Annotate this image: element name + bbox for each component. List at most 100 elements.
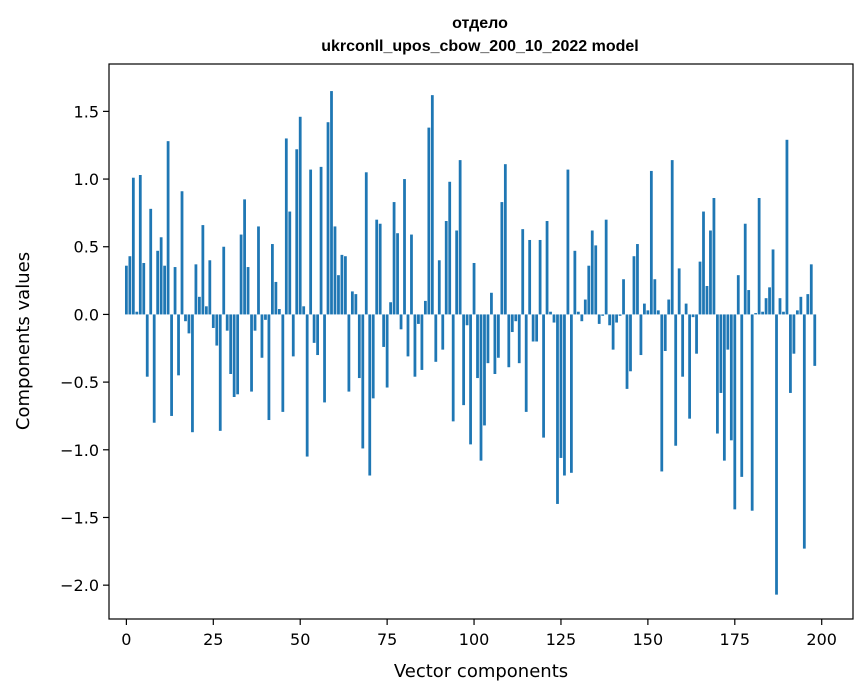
x-tick-label: 175 — [720, 630, 751, 649]
bar-98 — [465, 314, 469, 326]
bar-37 — [253, 314, 257, 331]
bar-141 — [615, 314, 618, 323]
bar-146 — [632, 256, 636, 315]
bar-125 — [559, 314, 563, 458]
bar-163 — [691, 314, 695, 318]
bar-94 — [451, 314, 455, 422]
bar-155 — [663, 314, 667, 351]
bar-103 — [483, 314, 486, 426]
bar-65 — [350, 291, 354, 315]
bar-112 — [514, 314, 518, 322]
bar-91 — [441, 314, 445, 350]
bar-2 — [131, 177, 135, 315]
bar-48 — [291, 314, 295, 357]
bar-181 — [754, 313, 758, 315]
bar-185 — [768, 287, 771, 315]
bar-171 — [719, 314, 723, 393]
bar-43 — [274, 281, 278, 315]
bar-187 — [775, 314, 778, 595]
bar-57 — [323, 314, 326, 403]
y-tick-label: 0.5 — [74, 238, 99, 257]
bar-19 — [191, 314, 194, 433]
bar-133 — [587, 265, 591, 315]
bar-88 — [430, 95, 434, 315]
bar-121 — [545, 221, 549, 315]
y-tick-label: 1.0 — [74, 170, 99, 189]
bar-95 — [455, 230, 459, 315]
bar-107 — [496, 314, 500, 358]
bar-129 — [573, 250, 577, 315]
plot-frame — [108, 63, 854, 620]
bar-118 — [535, 314, 539, 342]
bar-151 — [649, 170, 653, 315]
bar-167 — [705, 286, 709, 315]
bar-47 — [288, 211, 292, 315]
bar-45 — [281, 314, 285, 412]
bar-32 — [236, 314, 240, 395]
bar-46 — [284, 138, 288, 315]
bar-123 — [552, 314, 556, 323]
bar-96 — [458, 160, 462, 315]
bar-195 — [802, 314, 806, 549]
bar-193 — [795, 310, 799, 315]
bar-17 — [184, 314, 187, 322]
bar-59 — [330, 91, 333, 315]
bar-178 — [743, 223, 747, 315]
bar-173 — [726, 314, 730, 350]
bar-111 — [510, 314, 514, 333]
x-tick-label: 75 — [377, 630, 397, 649]
bar-36 — [250, 314, 253, 392]
bar-142 — [618, 314, 622, 316]
bars-group — [124, 91, 817, 595]
bar-40 — [264, 314, 267, 320]
bar-70 — [368, 314, 372, 476]
bar-161 — [684, 303, 688, 315]
bar-192 — [792, 314, 796, 354]
bar-64 — [347, 314, 351, 392]
bar-52 — [305, 314, 309, 457]
bar-165 — [698, 261, 702, 315]
bar-85 — [420, 314, 424, 370]
bar-82 — [410, 234, 413, 315]
bar-16 — [180, 191, 184, 315]
y-tick-label: −0.5 — [60, 373, 99, 392]
bar-122 — [549, 311, 552, 315]
bar-60 — [333, 226, 337, 315]
bar-136 — [597, 314, 601, 324]
bar-102 — [479, 314, 483, 461]
bar-196 — [806, 294, 810, 315]
bar-66 — [354, 294, 358, 315]
bar-15 — [177, 314, 180, 376]
bar-183 — [761, 311, 764, 315]
bar-25 — [211, 314, 215, 328]
bar-69 — [364, 172, 368, 315]
bar-33 — [239, 234, 243, 315]
bar-176 — [736, 275, 740, 315]
bar-63 — [344, 256, 347, 315]
bar-180 — [750, 314, 754, 511]
bar-35 — [246, 267, 250, 315]
bar-172 — [722, 314, 726, 461]
bar-114 — [521, 229, 525, 315]
bar-53 — [309, 169, 313, 315]
bar-160 — [681, 314, 685, 377]
bar-7 — [149, 208, 153, 315]
x-tick-label: 200 — [806, 630, 837, 649]
bar-153 — [656, 310, 660, 315]
bar-127 — [566, 169, 570, 315]
x-tick-label: 150 — [633, 630, 664, 649]
bar-177 — [740, 314, 744, 477]
y-tick-label: −1.5 — [60, 508, 99, 527]
bar-145 — [629, 314, 632, 372]
bar-175 — [733, 314, 737, 510]
bar-73 — [378, 223, 382, 315]
bar-188 — [778, 298, 782, 315]
bar-190 — [785, 139, 789, 315]
bar-86 — [423, 300, 427, 315]
bar-76 — [389, 302, 392, 315]
chart-title-line2: ukrconll_upos_cbow_200_10_2022 model — [321, 38, 638, 55]
bar-108 — [500, 202, 504, 315]
x-tick-label: 100 — [459, 630, 490, 649]
bar-164 — [695, 314, 698, 354]
bar-44 — [277, 309, 281, 315]
